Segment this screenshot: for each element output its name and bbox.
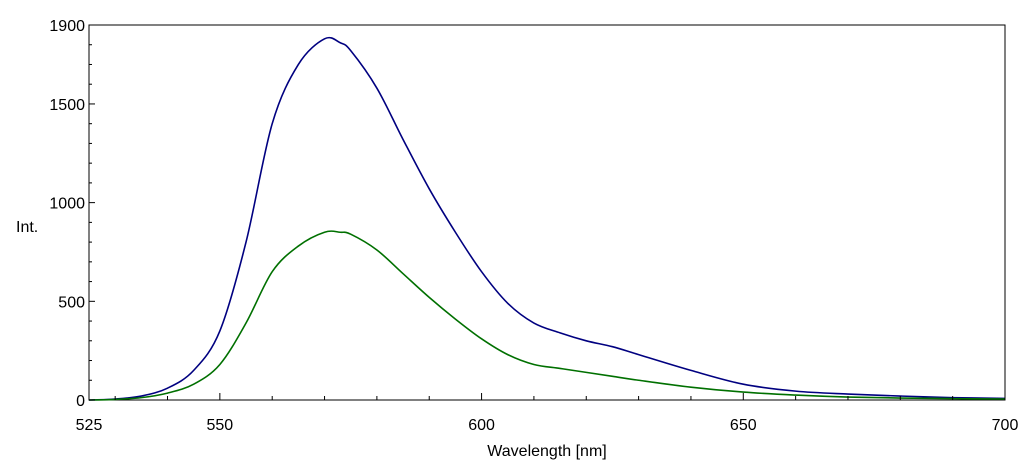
y-tick-label: 1900	[49, 18, 85, 35]
y-axis-label: Int.	[16, 219, 38, 236]
series-line-green	[88, 230, 1006, 401]
x-tick-label: 600	[468, 417, 495, 434]
series-line-blue	[88, 36, 1006, 401]
ticks-layer: 525 550 600 650 700 0 500 1000 1500 1900	[49, 18, 1018, 434]
plot-frame	[88, 24, 1006, 401]
y-tick-label: 1500	[49, 97, 85, 114]
x-tick-label: 700	[992, 417, 1019, 434]
x-tick-label: 550	[207, 417, 234, 434]
x-axis-label: Wavelength [nm]	[487, 443, 606, 460]
x-tick-label: 650	[730, 417, 757, 434]
y-tick-label: 0	[76, 393, 85, 410]
y-tick-label: 500	[58, 294, 85, 311]
x-tick-label: 525	[76, 417, 103, 434]
y-tick-label: 1000	[49, 196, 85, 213]
series-layer	[88, 36, 1006, 401]
